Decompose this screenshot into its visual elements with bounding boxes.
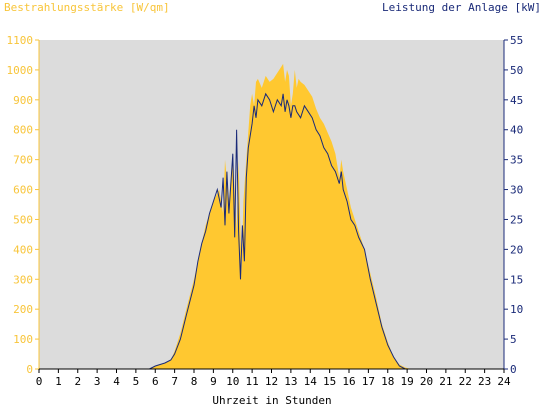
x-tick-label: 23 — [478, 375, 491, 388]
x-tick-label: 21 — [439, 375, 452, 388]
x-tick-label: 8 — [191, 375, 198, 388]
x-tick-label: 10 — [226, 375, 239, 388]
left-tick-label: 1000 — [7, 64, 34, 77]
x-tick-label: 4 — [113, 375, 120, 388]
x-tick-label: 22 — [459, 375, 472, 388]
left-axis-title: Bestrahlungsstärke [W/qm] — [4, 1, 170, 14]
left-tick-label: 100 — [13, 333, 33, 346]
left-tick-label: 200 — [13, 303, 33, 316]
left-tick-label: 500 — [13, 213, 33, 226]
x-tick-label: 16 — [342, 375, 355, 388]
x-tick-label: 17 — [362, 375, 375, 388]
right-tick-label: 0 — [510, 363, 517, 376]
right-tick-label: 35 — [510, 154, 523, 167]
left-tick-label: 300 — [13, 273, 33, 286]
x-tick-label: 11 — [246, 375, 259, 388]
x-tick-label: 14 — [304, 375, 318, 388]
right-tick-label: 10 — [510, 303, 523, 316]
right-tick-label: 15 — [510, 273, 523, 286]
left-tick-label: 400 — [13, 243, 33, 256]
x-tick-label: 6 — [152, 375, 159, 388]
x-tick-label: 2 — [74, 375, 81, 388]
x-tick-label: 9 — [210, 375, 217, 388]
left-tick-label: 600 — [13, 184, 33, 197]
right-tick-label: 40 — [510, 124, 523, 137]
x-tick-label: 20 — [420, 375, 433, 388]
right-tick-label: 55 — [510, 34, 523, 47]
x-tick-label: 19 — [401, 375, 414, 388]
right-tick-label: 50 — [510, 64, 523, 77]
x-tick-label: 13 — [284, 375, 297, 388]
right-tick-label: 45 — [510, 94, 523, 107]
left-tick-label: 0 — [26, 363, 33, 376]
series-line-power — [39, 92, 504, 370]
x-axis-title: Uhrzeit in Stunden — [212, 394, 332, 407]
left-tick-label: 700 — [13, 154, 33, 167]
x-tick-label: 18 — [381, 375, 394, 388]
left-tick-label: 1100 — [7, 34, 34, 47]
x-tick-label: 7 — [171, 375, 178, 388]
left-tick-label: 800 — [13, 124, 33, 137]
x-tick-label: 12 — [265, 375, 278, 388]
right-tick-label: 5 — [510, 333, 517, 346]
x-tick-label: 1 — [55, 375, 62, 388]
x-tick-label: 0 — [36, 375, 43, 388]
series-area-irradiance — [39, 63, 504, 370]
x-tick-label: 15 — [323, 375, 336, 388]
right-tick-label: 30 — [510, 184, 523, 197]
right-tick-label: 25 — [510, 213, 523, 226]
x-tick-label: 24 — [497, 375, 511, 388]
x-tick-label: 3 — [94, 375, 101, 388]
left-tick-label: 900 — [13, 94, 33, 107]
right-axis-title: Leistung der Anlage [kW] — [382, 1, 541, 14]
right-tick-label: 20 — [510, 243, 523, 256]
x-tick-label: 5 — [133, 375, 140, 388]
